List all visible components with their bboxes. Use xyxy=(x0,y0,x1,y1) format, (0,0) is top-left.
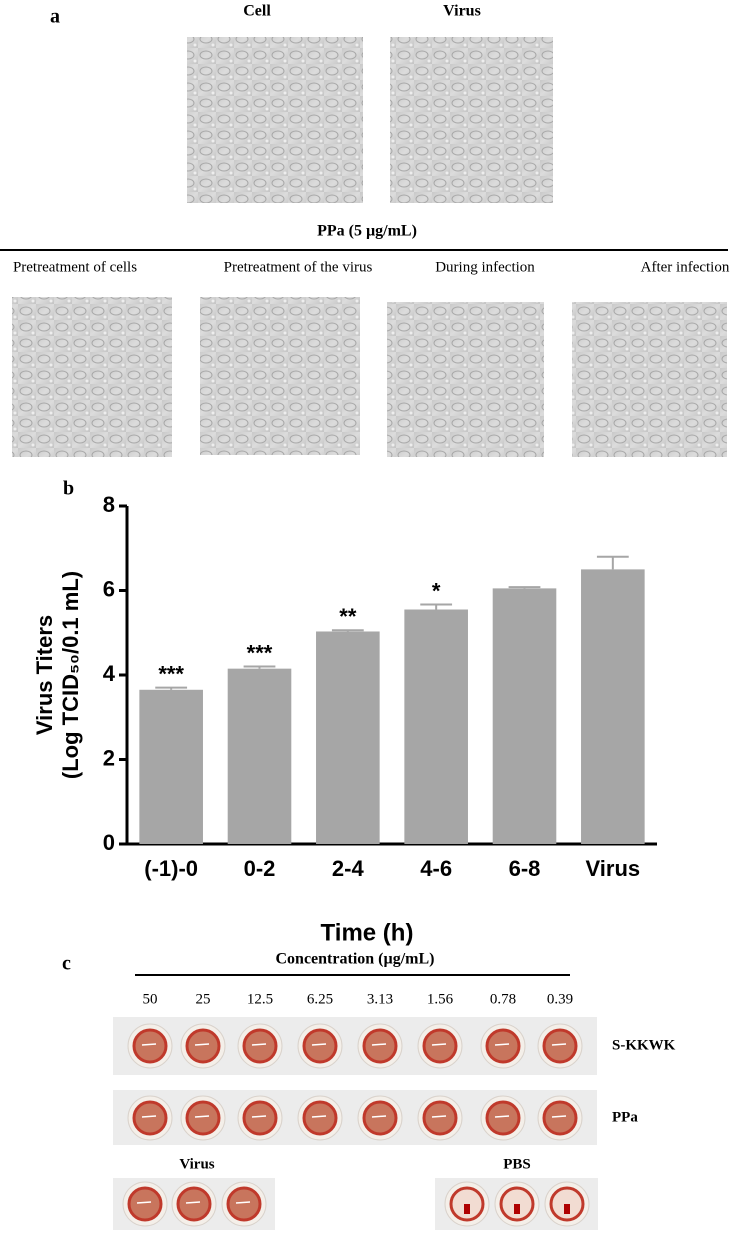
glare xyxy=(494,1115,510,1118)
well-content xyxy=(185,1028,221,1064)
x-tick-label: 2-4 xyxy=(332,856,365,881)
concentration-label: 3.13 xyxy=(367,991,393,1007)
treatment-label: Pretreatment of the virus xyxy=(224,259,373,275)
concentration-label: 25 xyxy=(196,991,211,1007)
concentration-label: 0.78 xyxy=(490,991,516,1007)
glare xyxy=(141,1043,157,1046)
glare xyxy=(235,1201,251,1204)
glare xyxy=(371,1115,387,1118)
glare xyxy=(251,1115,267,1118)
treatment-label: During infection xyxy=(435,259,535,275)
micrograph xyxy=(387,302,544,457)
well-content xyxy=(176,1186,212,1222)
x-tick-label: 0-2 xyxy=(244,856,276,881)
micrograph xyxy=(12,297,172,457)
well-content xyxy=(132,1028,168,1064)
glare xyxy=(431,1115,447,1118)
glare xyxy=(141,1115,157,1118)
well-content xyxy=(542,1028,578,1064)
glare xyxy=(494,1043,510,1046)
micrograph xyxy=(187,37,363,203)
panel-label: b xyxy=(63,478,74,500)
image-label: Cell xyxy=(243,3,271,20)
group-label: PBS xyxy=(503,1156,531,1172)
x-tick-label: 6-8 xyxy=(509,856,541,881)
significance-label: *** xyxy=(158,661,184,686)
well-content xyxy=(302,1100,338,1136)
well-content xyxy=(362,1100,398,1136)
concentration-label: 0.39 xyxy=(547,991,573,1007)
glare xyxy=(431,1043,447,1046)
x-tick-label: (-1)-0 xyxy=(144,856,198,881)
y-tick-label: 6 xyxy=(103,576,115,601)
micrograph xyxy=(200,297,360,455)
x-axis-label: Time (h) xyxy=(321,919,414,946)
glare xyxy=(371,1043,387,1046)
well-content xyxy=(422,1028,458,1064)
glare xyxy=(185,1201,201,1204)
well-content xyxy=(127,1186,163,1222)
concentration-label: 6.25 xyxy=(307,991,333,1007)
treatment-label: Pretreatment of cells xyxy=(13,259,137,275)
glare xyxy=(551,1115,567,1118)
glare xyxy=(194,1043,210,1046)
well-content xyxy=(542,1100,578,1136)
well-content xyxy=(226,1186,262,1222)
y-tick-label: 2 xyxy=(103,745,115,770)
row-label: PPa xyxy=(612,1109,638,1125)
well-content xyxy=(132,1100,168,1136)
bar xyxy=(139,689,203,844)
glare xyxy=(194,1115,210,1118)
significance-label: * xyxy=(432,578,441,603)
pellet xyxy=(564,1204,570,1214)
glare xyxy=(136,1201,152,1204)
concentration-label: 50 xyxy=(143,991,158,1007)
y-axis-label: (Log TCID₅₀/0.1 mL) xyxy=(58,571,83,779)
bar xyxy=(492,588,557,844)
bar-chart: b Virus Titers (Log TCID₅₀/0.1 mL) Time … xyxy=(32,478,657,946)
panel-title: Concentration (µg/mL) xyxy=(276,951,435,968)
treatment-title: PPa (5 µg/mL) xyxy=(317,223,417,240)
micrograph xyxy=(390,37,553,203)
micrograph xyxy=(572,302,727,457)
image-label: Virus xyxy=(443,3,481,20)
row-label: S-KKWK xyxy=(612,1037,676,1053)
concentration-label: 12.5 xyxy=(247,991,273,1007)
well-content xyxy=(362,1028,398,1064)
y-tick-label: 4 xyxy=(103,661,116,686)
well-content xyxy=(422,1100,458,1136)
well-content xyxy=(302,1028,338,1064)
well-content xyxy=(485,1028,521,1064)
glare xyxy=(311,1115,327,1118)
significance-label: *** xyxy=(247,640,273,665)
panel-label: a xyxy=(50,6,60,28)
y-axis-label: Virus Titers xyxy=(32,615,57,735)
concentration-label: 1.56 xyxy=(427,991,454,1007)
panel-label: c xyxy=(62,953,71,975)
y-tick-label: 8 xyxy=(103,492,115,517)
bar xyxy=(316,631,380,844)
bar xyxy=(227,668,292,844)
glare xyxy=(551,1043,567,1046)
bar xyxy=(404,609,468,844)
bar xyxy=(581,569,645,844)
glare xyxy=(311,1043,327,1046)
glare xyxy=(251,1043,267,1046)
x-tick-label: 4-6 xyxy=(420,856,452,881)
group-label: Virus xyxy=(179,1156,214,1172)
significance-label: ** xyxy=(339,604,357,629)
well-content xyxy=(485,1100,521,1136)
well-content xyxy=(242,1028,278,1064)
pellet xyxy=(514,1204,520,1214)
y-tick-label: 0 xyxy=(103,830,115,855)
pellet xyxy=(464,1204,470,1214)
well-content xyxy=(242,1100,278,1136)
treatment-label: After infection xyxy=(641,259,730,275)
well-content xyxy=(185,1100,221,1136)
x-tick-label: Virus xyxy=(586,856,641,881)
